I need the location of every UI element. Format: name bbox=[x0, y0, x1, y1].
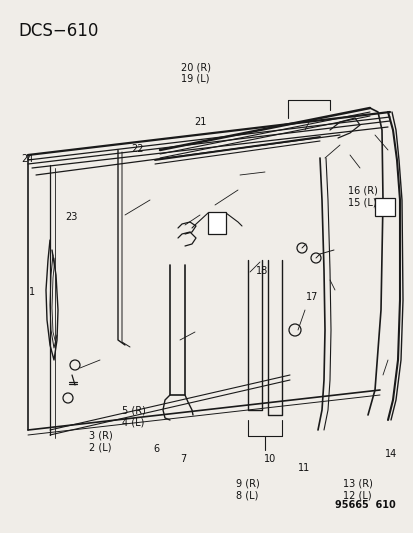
Text: 21: 21 bbox=[193, 117, 206, 126]
Text: 10: 10 bbox=[263, 455, 276, 464]
Text: 13 (R): 13 (R) bbox=[342, 479, 372, 489]
Text: 2 (L): 2 (L) bbox=[89, 443, 111, 453]
Text: 9 (R): 9 (R) bbox=[235, 479, 259, 489]
FancyBboxPatch shape bbox=[374, 198, 394, 216]
Text: 1: 1 bbox=[29, 287, 35, 297]
Text: DCS−610: DCS−610 bbox=[18, 22, 98, 40]
Text: 5 (R): 5 (R) bbox=[122, 406, 146, 416]
Text: 14: 14 bbox=[384, 449, 396, 459]
Text: 7: 7 bbox=[180, 455, 186, 464]
Text: 4 (L): 4 (L) bbox=[122, 418, 144, 427]
Text: 8 (L): 8 (L) bbox=[235, 491, 258, 500]
Text: 17: 17 bbox=[306, 293, 318, 302]
Text: 23: 23 bbox=[65, 213, 78, 222]
Text: 24: 24 bbox=[21, 154, 34, 164]
Text: 15 (L): 15 (L) bbox=[347, 198, 375, 207]
Text: 95665  610: 95665 610 bbox=[335, 500, 395, 510]
Text: 3 (R): 3 (R) bbox=[89, 431, 112, 441]
Text: 19 (L): 19 (L) bbox=[181, 74, 209, 84]
Text: 6: 6 bbox=[153, 445, 159, 454]
Text: 11: 11 bbox=[297, 463, 310, 473]
Text: 20 (R): 20 (R) bbox=[181, 62, 211, 72]
Text: 18: 18 bbox=[255, 266, 268, 276]
FancyBboxPatch shape bbox=[207, 212, 225, 234]
Text: 22: 22 bbox=[131, 144, 144, 154]
Text: 16 (R): 16 (R) bbox=[347, 186, 377, 196]
Text: 12 (L): 12 (L) bbox=[342, 491, 370, 500]
